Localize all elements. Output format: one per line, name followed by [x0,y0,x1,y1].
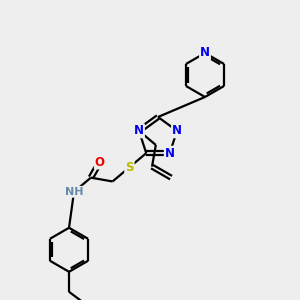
Text: NH: NH [65,187,83,197]
Text: O: O [95,156,105,169]
Text: N: N [165,147,175,160]
Text: N: N [200,46,210,59]
Text: S: S [125,161,134,174]
Text: N: N [172,124,182,137]
Text: N: N [134,124,144,137]
